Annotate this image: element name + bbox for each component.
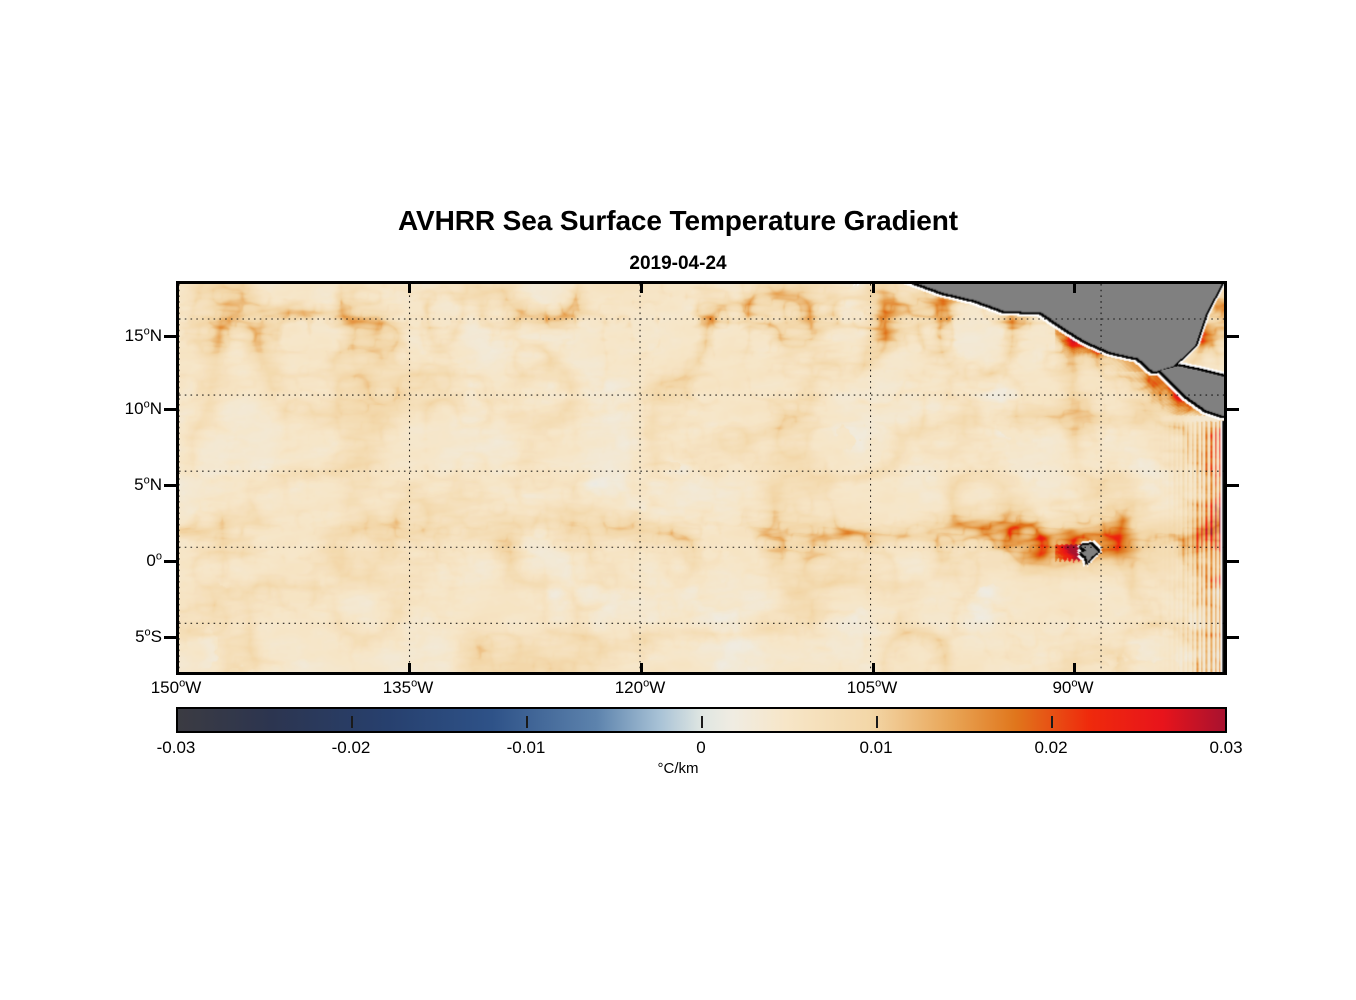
figure-title: AVHRR Sea Surface Temperature Gradient: [397, 205, 958, 236]
ytick-right-15n: [1227, 335, 1239, 338]
colorbar-unit-label: °C/km: [657, 760, 699, 777]
colorbar[interactable]: [176, 707, 1227, 733]
xtick-label-120w: 120oW: [614, 677, 666, 697]
colorbar-label-3: 0: [696, 738, 706, 757]
map-axes[interactable]: [176, 281, 1227, 675]
ytick-label-5s: 5oS: [135, 626, 162, 646]
colorbar-label-6: 0.03: [1209, 738, 1243, 757]
ytick-label-10n: 10oN: [124, 398, 162, 418]
colorbar-label-2: -0.01: [506, 738, 546, 757]
ytick-15n: [164, 335, 176, 338]
ytick-10n: [164, 408, 176, 411]
ytick-label-0: 0o: [146, 550, 162, 570]
xtick-top-105w: [872, 281, 875, 293]
colorbar-label-0: -0.03: [156, 738, 196, 757]
xtick-120w: [640, 663, 643, 675]
xtick-150w: [176, 663, 179, 675]
colorbar-tick-2: [526, 716, 528, 728]
xtick-top-120w: [640, 281, 643, 293]
colorbar-tick-4: [876, 716, 878, 728]
xtick-top-150w: [176, 281, 179, 293]
xtick-label-105w: 105oW: [846, 677, 898, 697]
ytick-0: [164, 560, 176, 563]
xtick-label-90w: 90oW: [1052, 677, 1094, 697]
colorbar-tick-3: [701, 716, 703, 728]
colorbar-label-5: 0.02: [1034, 738, 1068, 757]
ytick-5s: [164, 636, 176, 639]
xtick-135w: [408, 663, 411, 675]
sst-gradient-heatmap: [179, 284, 1224, 672]
ytick-right-5s: [1227, 636, 1239, 639]
ytick-right-5n: [1227, 484, 1239, 487]
xtick-top-90w: [1073, 281, 1076, 293]
figure-subtitle: 2019-04-24: [629, 253, 727, 274]
ytick-right-10n: [1227, 408, 1239, 411]
ytick-5n: [164, 484, 176, 487]
colorbar-label-4: 0.01: [859, 738, 893, 757]
xtick-105w: [872, 663, 875, 675]
colorbar-tick-5: [1051, 716, 1053, 728]
xtick-90w: [1073, 663, 1076, 675]
ytick-right-0: [1227, 560, 1239, 563]
colorbar-tick-1: [351, 716, 353, 728]
colorbar-label-1: -0.02: [331, 738, 371, 757]
xtick-label-135w: 135oW: [382, 677, 434, 697]
ytick-label-15n: 15oN: [124, 325, 162, 345]
ytick-label-5n: 5oN: [134, 474, 162, 494]
xtick-label-150w: 150oW: [150, 677, 202, 697]
xtick-top-135w: [408, 281, 411, 293]
